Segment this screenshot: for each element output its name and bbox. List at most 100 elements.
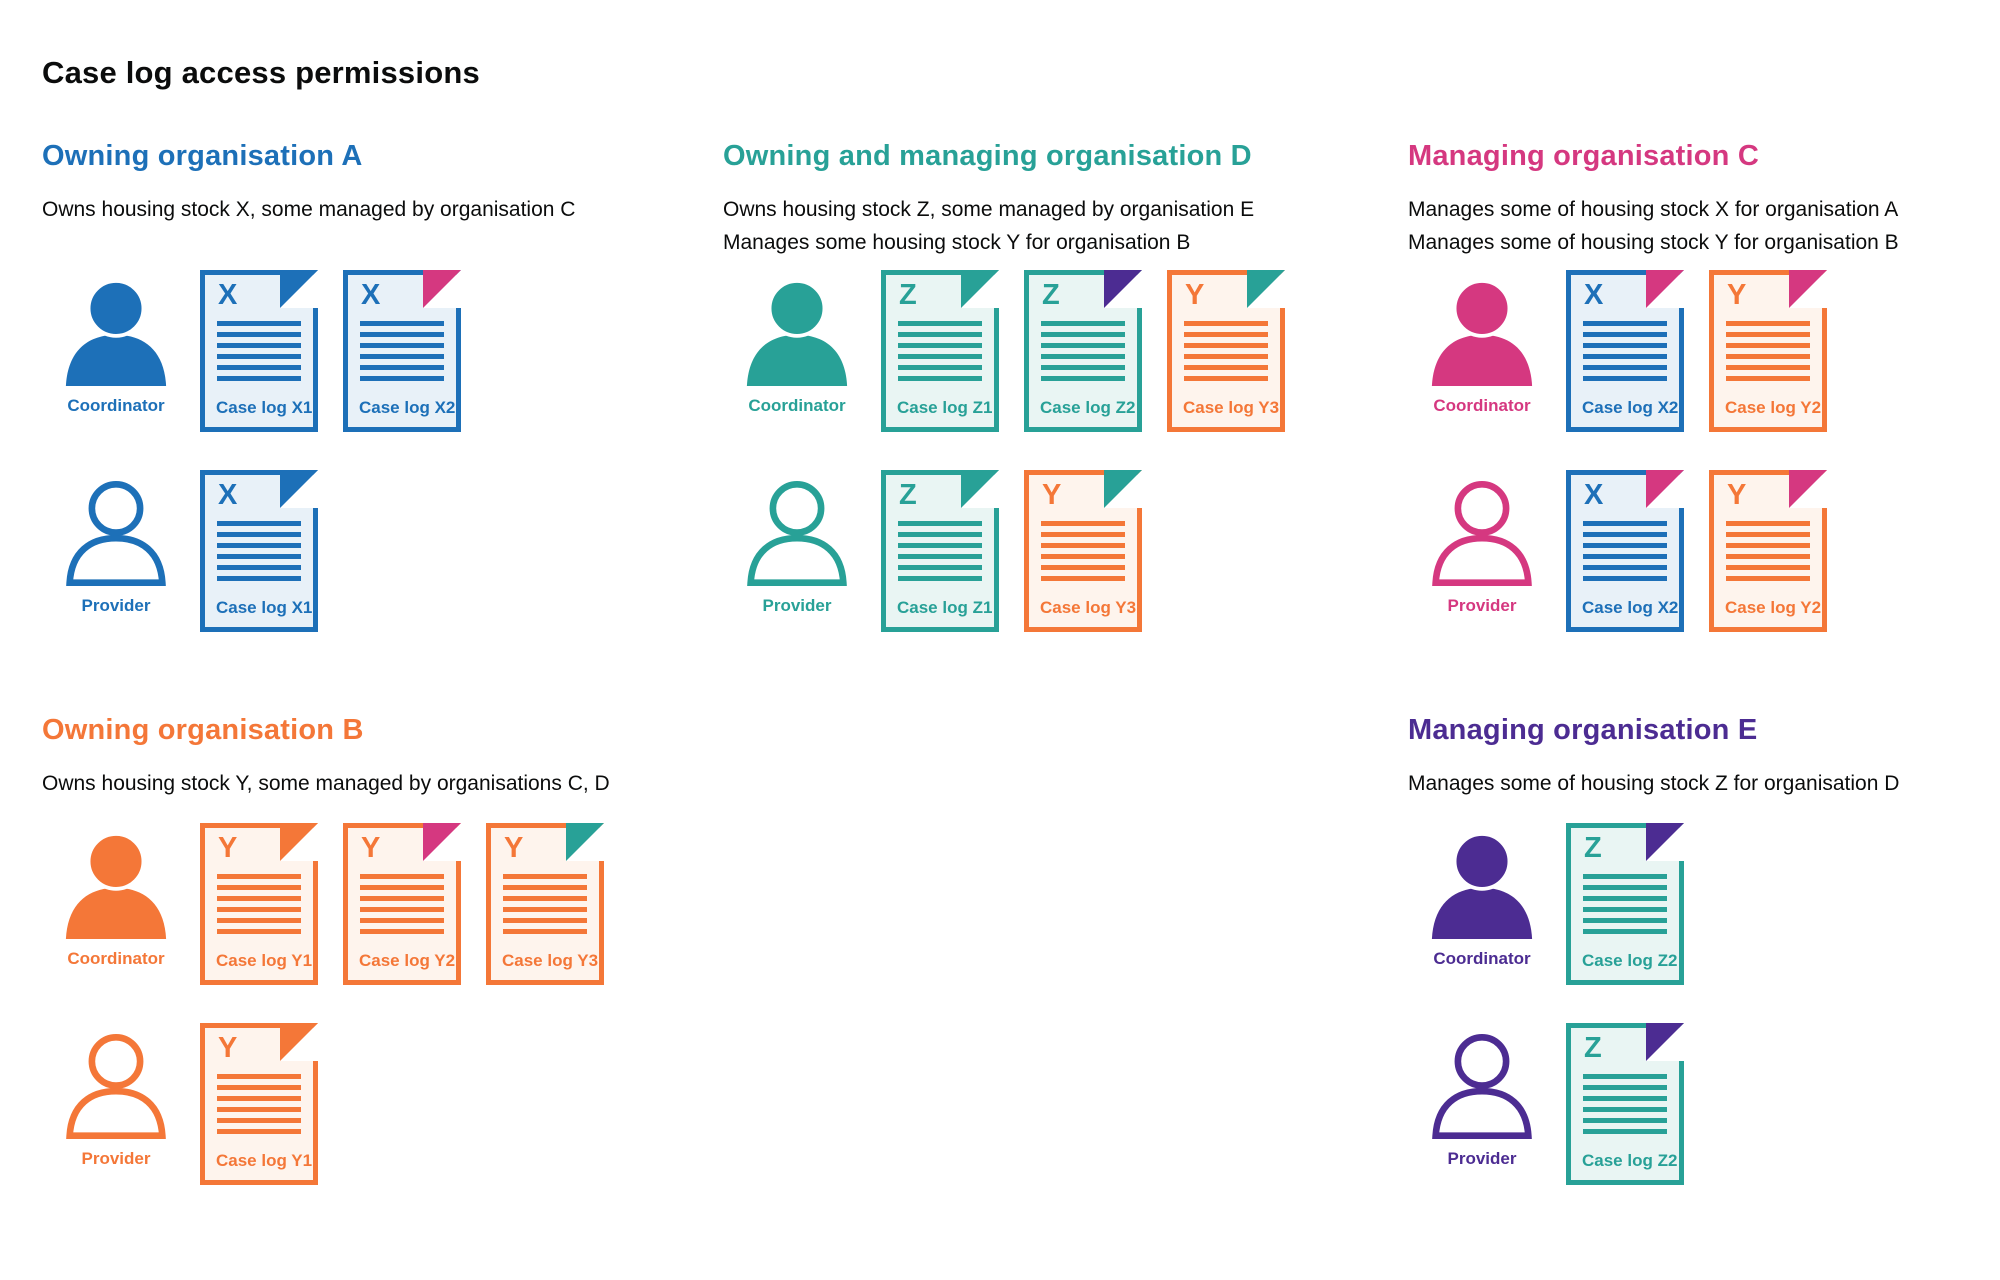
coordinator-person: Coordinator — [1408, 823, 1556, 969]
document-text-lines-icon — [360, 321, 444, 387]
case-log-document: Y Case log Y1 — [200, 823, 318, 985]
document-label: Case log X1 — [216, 598, 313, 617]
document-text-lines-icon — [217, 874, 301, 940]
folded-corner-icon — [280, 470, 318, 508]
provider-person: Provider — [723, 470, 871, 616]
document-label: Case log Y1 — [216, 951, 313, 970]
provider-row: Provider Z Case log Z2 — [1408, 1023, 1709, 1223]
role-label: Provider — [81, 596, 151, 615]
section-title: Managing organisation C — [1408, 140, 1759, 172]
section-description: Owns housing stock Z, some managed by or… — [723, 198, 1255, 221]
case-log-document: Y Case log Y3 — [486, 823, 604, 985]
folded-corner-icon — [1789, 270, 1827, 308]
provider-person: Provider — [1408, 470, 1556, 616]
coordinator-person: Coordinator — [1408, 270, 1556, 416]
document-text-lines-icon — [898, 521, 982, 587]
folded-corner-icon — [280, 1023, 318, 1061]
folded-corner-icon — [1789, 470, 1827, 508]
section-rows: Coordinator X Case log X2 Y Case log Y2 — [1408, 270, 1852, 670]
person-outline-icon — [1432, 481, 1532, 586]
case-log-document: X Case log X2 — [1566, 470, 1684, 632]
case-log-document: Z Case log Z2 — [1566, 823, 1684, 985]
role-label: Coordinator — [1433, 949, 1531, 968]
case-log-document: Z Case log Z2 — [1566, 1023, 1684, 1185]
role-label: Coordinator — [748, 396, 846, 415]
document-label: Case log Z1 — [897, 598, 993, 617]
section-title: Managing organisation E — [1408, 714, 1758, 746]
provider-row: Provider X Case log X1 — [42, 470, 486, 670]
stock-letter: Y — [1042, 479, 1062, 511]
person-outline-icon — [66, 1033, 166, 1139]
stock-letter: Y — [218, 832, 238, 864]
provider-person: Provider — [1408, 1023, 1556, 1169]
case-log-document: Y Case log Y3 — [1024, 470, 1142, 632]
document-text-lines-icon — [898, 321, 982, 387]
section-managing-organisation-e: Managing organisation E Manages some of … — [1408, 714, 1988, 1185]
case-log-document: X Case log X2 — [1566, 270, 1684, 432]
section-owning-organisation-b: Owning organisation B Owns housing stock… — [42, 714, 702, 1185]
coordinator-person: Coordinator — [42, 823, 190, 969]
section-owning-managing-organisation-d: Owning and managing organisation D Owns … — [723, 140, 1383, 632]
stock-letter: Z — [899, 479, 917, 511]
folded-corner-icon — [1646, 270, 1684, 308]
case-log-document: Y Case log Y2 — [1709, 470, 1827, 632]
role-label: Provider — [1447, 596, 1517, 615]
stock-letter: X — [218, 479, 238, 511]
stock-letter: Y — [504, 832, 524, 864]
document-label: Case log Y2 — [359, 951, 456, 970]
coordinator-row: Coordinator Z Case log Z2 — [1408, 823, 1709, 1023]
stock-letter: Z — [1042, 279, 1060, 311]
stock-letter: Y — [218, 1032, 238, 1064]
document-label: Case log Y2 — [1725, 598, 1822, 617]
section-description: Manages some of housing stock Z for orga… — [1408, 772, 1900, 795]
person-filled-icon — [65, 833, 167, 939]
coordinator-row: Coordinator X Case log X2 Y Case log Y2 — [1408, 270, 1852, 470]
section-owning-organisation-a: Owning organisation A Owns housing stock… — [42, 140, 702, 632]
section-description: Owns housing stock X, some managed by or… — [42, 198, 576, 221]
section-rows: Coordinator X Case log X1 X Case log X2 — [42, 270, 486, 670]
document-text-lines-icon — [1583, 874, 1667, 940]
document-label: Case log Y3 — [502, 951, 599, 970]
provider-row: Provider Z Case log Z1 Y Case log Y3 — [723, 470, 1310, 670]
section-rows: Coordinator Z Case log Z2 Provider Z — [1408, 823, 1709, 1223]
document-text-lines-icon — [217, 1074, 301, 1140]
section-title: Owning organisation A — [42, 140, 363, 172]
section-description: Owns housing stock Y, some managed by or… — [42, 772, 610, 795]
role-label: Coordinator — [67, 949, 165, 968]
section-description: Manages some of housing stock X for orga… — [1408, 198, 1899, 221]
section-managing-organisation-c: Managing organisation C Manages some of … — [1408, 140, 1988, 632]
stock-letter: X — [361, 279, 381, 311]
document-label: Case log X1 — [216, 398, 313, 417]
section-title: Owning and managing organisation D — [723, 140, 1252, 172]
folded-corner-icon — [1646, 470, 1684, 508]
document-text-lines-icon — [217, 521, 301, 587]
role-label: Provider — [1447, 1149, 1517, 1168]
person-filled-icon — [65, 280, 167, 386]
case-log-document: Z Case log Z2 — [1024, 270, 1142, 432]
person-outline-icon — [747, 481, 847, 586]
provider-person: Provider — [42, 470, 190, 616]
section-rows: Coordinator Z Case log Z1 Z Case log Z2 … — [723, 270, 1310, 670]
document-text-lines-icon — [503, 874, 587, 940]
stock-letter: Z — [1584, 832, 1602, 864]
folded-corner-icon — [423, 823, 461, 861]
document-label: Case log Z2 — [1040, 398, 1136, 417]
folded-corner-icon — [1247, 270, 1285, 308]
document-label: Case log Y1 — [216, 1151, 313, 1170]
folded-corner-icon — [1104, 470, 1142, 508]
section-title: Owning organisation B — [42, 714, 364, 746]
folded-corner-icon — [280, 823, 318, 861]
section-description: Manages some of housing stock Y for orga… — [1408, 231, 1899, 254]
folded-corner-icon — [1646, 823, 1684, 861]
stock-letter: Z — [1584, 1032, 1602, 1064]
document-label: Case log Z2 — [1582, 951, 1678, 970]
case-log-document: Z Case log Z1 — [881, 470, 999, 632]
case-log-document: Y Case log Y3 — [1167, 270, 1285, 432]
document-label: Case log X2 — [1582, 398, 1679, 417]
person-filled-icon — [1431, 280, 1533, 386]
document-label: Case log Z1 — [897, 398, 993, 417]
case-log-document: Y Case log Y2 — [343, 823, 461, 985]
case-log-document: X Case log X1 — [200, 270, 318, 432]
coordinator-row: Coordinator Z Case log Z1 Z Case log Z2 … — [723, 270, 1310, 470]
document-label: Case log Y3 — [1183, 398, 1280, 417]
